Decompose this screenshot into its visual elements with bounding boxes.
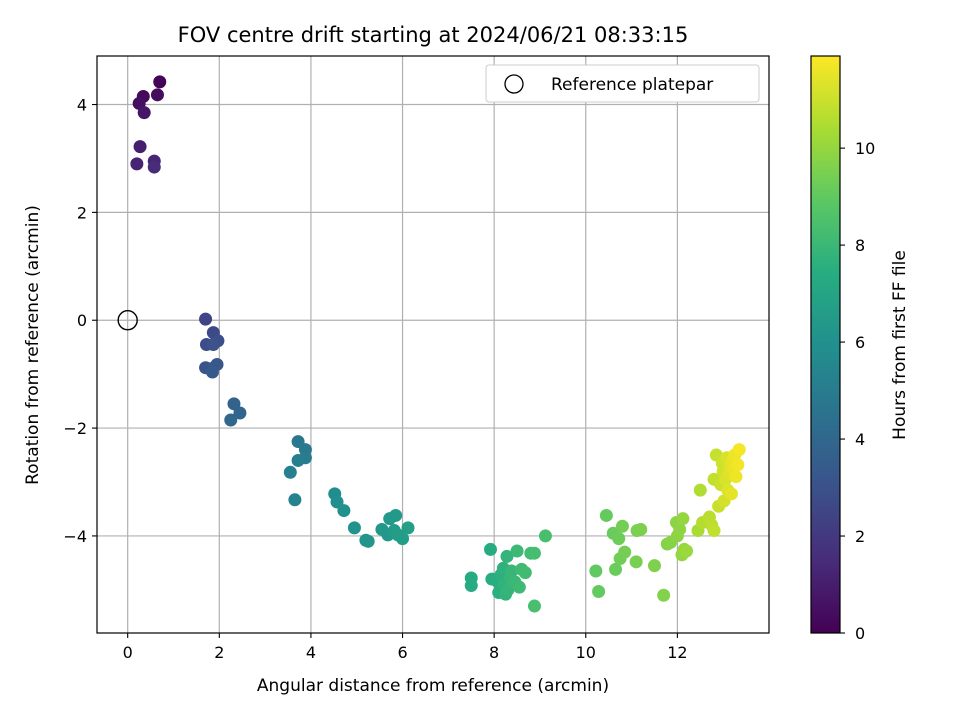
y-tick-label: 0	[77, 311, 87, 330]
x-tick-label: 6	[397, 643, 407, 662]
y-tick-label: 2	[77, 203, 87, 222]
data-point	[724, 487, 738, 501]
colorbar-tick-label: 4	[855, 430, 865, 449]
colorbar-ticks: 0 2 4 6 8 10	[840, 139, 875, 643]
data-point	[283, 465, 297, 479]
colorbar-gradient	[810, 55, 841, 634]
data-point	[206, 338, 220, 351]
data-point	[337, 504, 351, 518]
data-point	[676, 512, 690, 526]
data-point	[483, 542, 497, 556]
colorbar-label: Hours from first FF file	[890, 250, 910, 440]
data-point	[361, 534, 375, 548]
data-point	[592, 584, 606, 598]
y-axis-label: Rotation from reference (arcmin)	[23, 205, 43, 485]
colorbar-tick-label: 8	[855, 236, 865, 255]
data-point	[233, 406, 247, 420]
x-tick-label: 12	[667, 643, 687, 662]
x-tick-label: 0	[123, 643, 133, 662]
data-point	[527, 546, 541, 560]
data-point	[153, 75, 167, 89]
data-point	[199, 312, 213, 326]
data-points	[130, 75, 746, 613]
data-point	[618, 545, 632, 559]
reference-marker	[117, 310, 138, 331]
colorbar-tick-label: 6	[855, 333, 865, 352]
grid-lines	[97, 56, 769, 633]
data-point	[647, 559, 661, 573]
legend-label: Reference platepar	[551, 75, 713, 95]
data-point	[615, 519, 629, 533]
colorbar-tick-label: 2	[855, 527, 865, 546]
legend-reference-marker-icon	[504, 74, 524, 94]
data-point	[612, 532, 626, 546]
data-point	[629, 555, 643, 569]
colorbar-tick-label: 0	[855, 624, 865, 643]
data-point	[389, 508, 403, 522]
data-point	[732, 443, 746, 457]
data-point	[130, 157, 144, 171]
data-point	[512, 580, 526, 594]
y-axis-ticks: −4 −2 0 2 4	[63, 96, 97, 546]
data-point	[291, 453, 305, 467]
legend-box	[485, 64, 760, 103]
data-point	[205, 365, 219, 379]
data-point	[599, 508, 613, 522]
data-point	[500, 549, 514, 563]
x-tick-label: 4	[306, 643, 316, 662]
data-point	[673, 522, 687, 536]
data-point	[401, 521, 415, 535]
x-tick-label: 8	[489, 643, 499, 662]
data-point	[518, 566, 532, 580]
data-point	[137, 106, 151, 120]
data-point	[634, 522, 648, 536]
x-axis-ticks: 0 2 4 6 8 10 12	[123, 633, 688, 662]
data-point	[680, 544, 694, 558]
data-point	[288, 493, 302, 507]
data-point	[707, 524, 721, 538]
data-point	[729, 470, 743, 484]
x-tick-label: 10	[576, 643, 596, 662]
data-point	[609, 562, 623, 576]
data-point	[224, 413, 238, 427]
y-tick-label: −4	[63, 527, 87, 546]
data-point	[347, 521, 361, 535]
data-point	[538, 529, 552, 543]
colorbar-tick-label: 10	[855, 139, 875, 158]
chart-title: FOV centre drift starting at 2024/06/21 …	[178, 23, 689, 47]
data-point	[657, 588, 671, 602]
data-point	[147, 160, 161, 174]
data-point	[150, 88, 164, 102]
data-point	[464, 579, 478, 593]
colorbar: 0 2 4 6 8 10 Hours from first FF file	[810, 55, 910, 643]
data-point	[396, 532, 410, 546]
data-point	[505, 564, 519, 578]
data-point	[227, 397, 241, 411]
data-point	[527, 599, 541, 613]
data-point	[133, 140, 147, 154]
data-point	[589, 564, 603, 578]
data-point	[731, 458, 745, 472]
data-point	[510, 544, 524, 558]
plot-frame	[96, 55, 770, 634]
legend: Reference platepar	[485, 64, 760, 103]
x-axis-label: Angular distance from reference (arcmin)	[257, 676, 609, 696]
reference-marker-layer	[117, 310, 138, 331]
data-point	[693, 483, 707, 497]
x-tick-label: 2	[214, 643, 224, 662]
y-tick-label: −2	[63, 419, 87, 438]
y-tick-label: 4	[77, 96, 87, 115]
